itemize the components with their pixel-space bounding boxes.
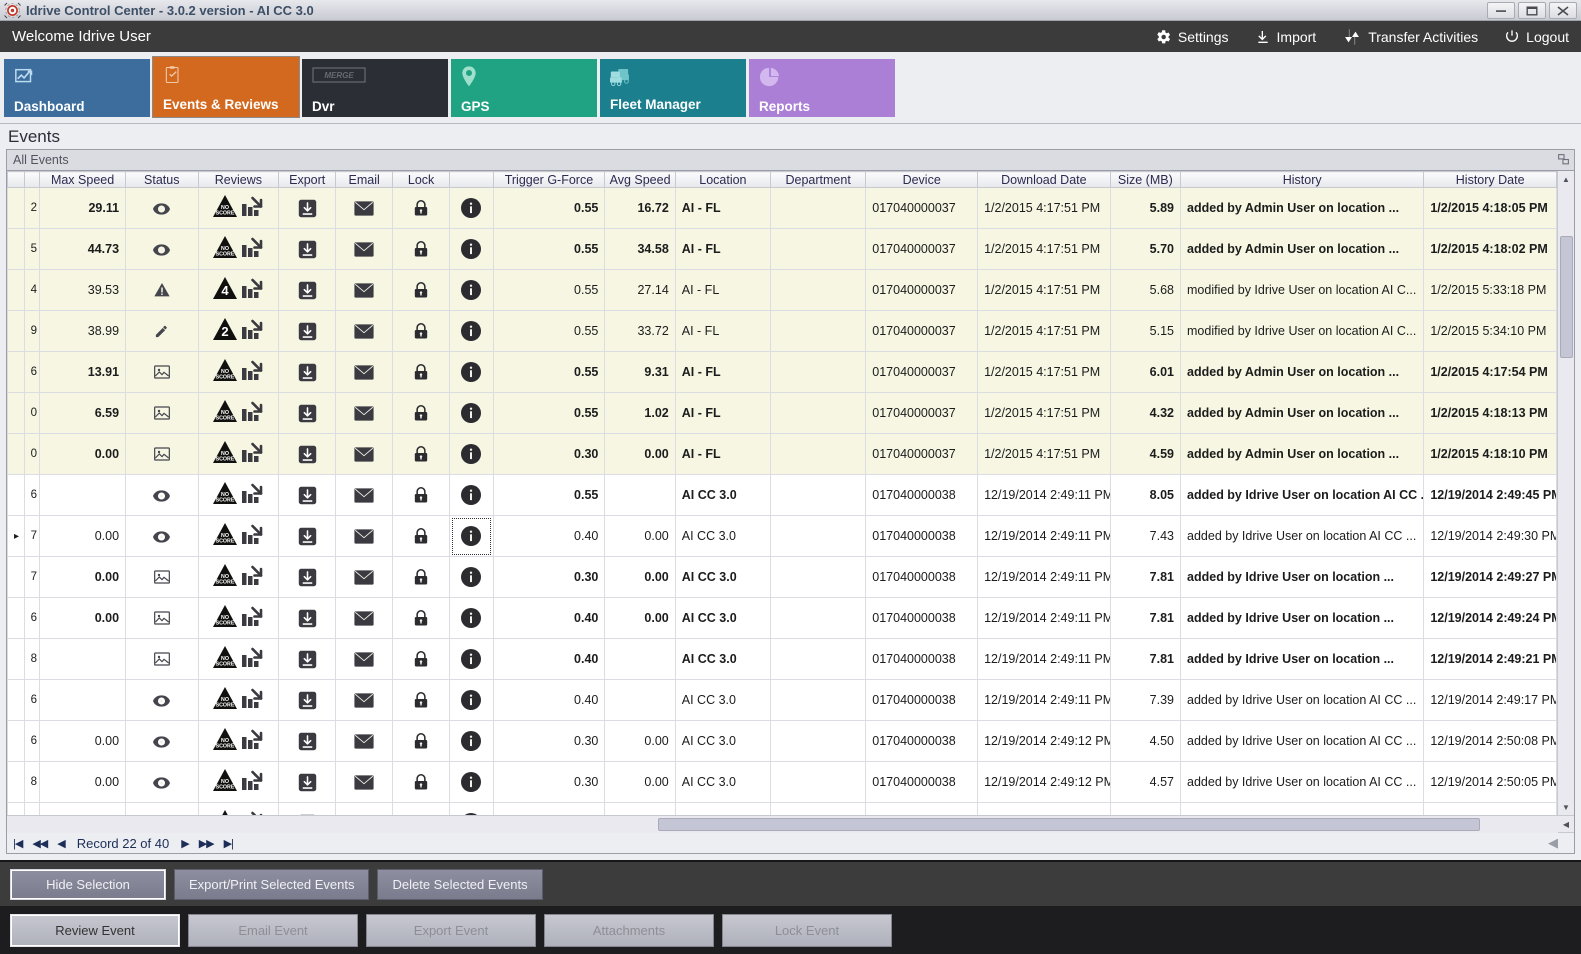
- svg-text:SCORE: SCORE: [216, 661, 235, 667]
- svg-text:SCORE: SCORE: [216, 251, 235, 257]
- svg-text:4: 4: [222, 283, 230, 298]
- svg-text:MERGE: MERGE: [324, 71, 354, 80]
- svg-text:SCORE: SCORE: [216, 620, 235, 626]
- svg-text:SCORE: SCORE: [216, 702, 235, 708]
- svg-text:SCORE: SCORE: [216, 579, 235, 585]
- svg-text:SCORE: SCORE: [216, 456, 235, 462]
- svg-text:SCORE: SCORE: [216, 497, 235, 503]
- svg-text:SCORE: SCORE: [216, 210, 235, 216]
- svg-text:SCORE: SCORE: [216, 415, 235, 421]
- svg-text:2: 2: [222, 324, 229, 339]
- svg-text:SCORE: SCORE: [216, 374, 235, 380]
- svg-text:SCORE: SCORE: [216, 784, 235, 790]
- svg-text:SCORE: SCORE: [216, 743, 235, 749]
- svg-text:SCORE: SCORE: [216, 538, 235, 544]
